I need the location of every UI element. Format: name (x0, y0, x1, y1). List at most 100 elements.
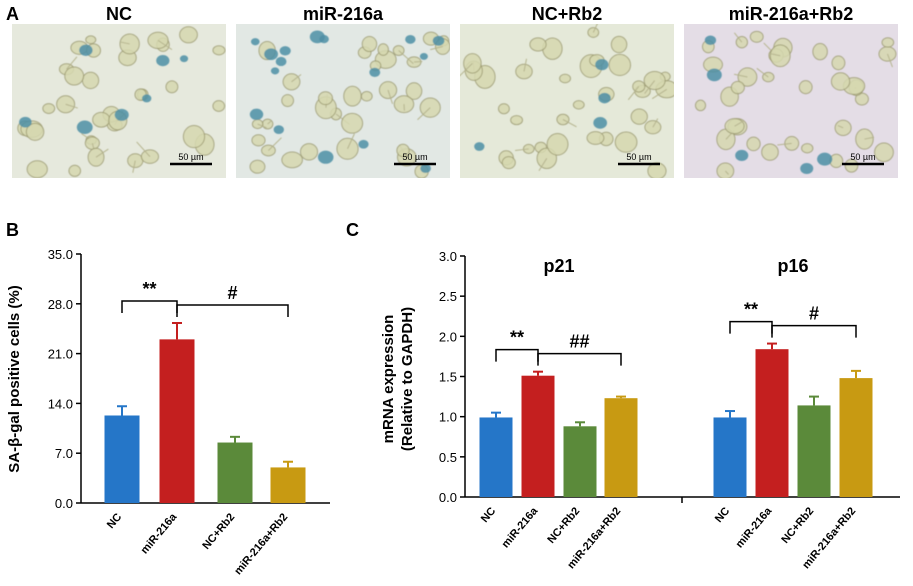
chart-c-p16-significance-bracket (771, 324, 857, 338)
stained-cell (76, 120, 93, 134)
chart-b-y-tick-label: 28.0 (48, 297, 73, 312)
cell (844, 158, 859, 173)
chart-b-category-label: miR-216a (139, 511, 180, 557)
cell (281, 151, 303, 169)
image-1-background (12, 24, 226, 178)
cell (249, 159, 266, 174)
cell-process (398, 50, 414, 65)
cell (801, 143, 814, 154)
cell (716, 162, 735, 178)
chart-c-y-tick-label: 3.0 (439, 249, 457, 264)
chart-c-p16-bar (713, 417, 747, 497)
chart-c-p16-significance-label: ** (744, 300, 758, 320)
cell (812, 43, 828, 61)
chart-c-p21-bar (521, 375, 555, 497)
cell-process (652, 118, 659, 128)
cell-process (887, 53, 893, 68)
chart-c-p21-category-label: NC (479, 505, 498, 525)
image-3: 50 µm (460, 24, 674, 178)
cell (586, 131, 605, 145)
image-2-scale-label: 50 µm (402, 152, 427, 162)
stained-cell (264, 48, 278, 61)
cell (830, 72, 851, 91)
chart-c-p21-category-label: miR-216a (500, 505, 541, 551)
cell (834, 119, 852, 136)
chart-b-category-label: NC (105, 511, 124, 531)
chart-c-p21-significance-label: ** (510, 328, 524, 348)
cell (497, 103, 510, 115)
stained-cell (474, 142, 485, 151)
chart-b-category-label: miR-216a+Rb2 (232, 511, 290, 577)
cell-process (627, 86, 640, 101)
chart-b-significance-label: ** (142, 279, 156, 299)
cell (405, 82, 423, 100)
chart-c-p21-significance-label: ## (569, 332, 589, 352)
cell-process (417, 107, 431, 121)
stained-cell (706, 68, 722, 82)
chart-c-y-tick-label: 2.0 (439, 329, 457, 344)
stained-cell (156, 54, 170, 67)
cell-process (132, 160, 136, 173)
chart-b-bar (217, 442, 253, 503)
chart-c-p16-significance-label: # (809, 304, 819, 324)
cell (360, 90, 373, 102)
cell (746, 136, 761, 152)
cell (572, 100, 585, 110)
panel-b-letter: B (6, 220, 19, 240)
cell (299, 143, 319, 161)
cell (85, 35, 97, 45)
image-3-title: NC+Rb2 (532, 4, 603, 24)
chart-c-p16-category-label: NC+Rb2 (779, 505, 816, 546)
stained-cell (79, 44, 93, 56)
stained-cell (309, 30, 325, 44)
panel-a: NC 50 µm miR-216a 50 µm NC+Rb2 50 µm miR-216a+… (12, 4, 898, 178)
cell (341, 112, 364, 134)
cell (212, 100, 226, 112)
image-2-title: miR-216a (303, 4, 384, 24)
chart-c-p21-category-label: NC+Rb2 (545, 505, 582, 546)
chart-c-y-tick-label: 2.5 (439, 289, 457, 304)
chart-c-ylabel: mRNA expression (380, 315, 397, 444)
chart-b-ylabel: SA-β-gal positive cells (%) (6, 285, 23, 473)
cell (632, 80, 646, 93)
cell (92, 111, 111, 128)
stained-cell (405, 34, 416, 44)
chart-b: 0.0 7.0 14.0 21.0 28.0 35.0 NC miR-216a NC+Rb2mi… (48, 247, 330, 577)
cell (647, 162, 667, 178)
cell-process (267, 120, 272, 125)
image-1-cells (17, 26, 226, 178)
cell-process (562, 119, 577, 128)
cell-process (864, 136, 875, 140)
cell-process (119, 41, 130, 45)
cell-process (724, 170, 729, 175)
cell-process (157, 39, 173, 51)
stained-cell (419, 52, 428, 60)
chart-c-y-tick-label: 1.5 (439, 370, 457, 385)
cell-process (538, 158, 548, 172)
chart-c-p21-bar (563, 426, 597, 497)
cell (84, 136, 100, 150)
chart-c-ylabel-2: (Relative to GAPDH) (399, 307, 416, 451)
cell (165, 80, 179, 94)
cell-process (777, 142, 792, 146)
chart-c-p16-title: p16 (777, 256, 808, 276)
stained-cell (800, 162, 814, 175)
cell (608, 53, 632, 77)
chart-c-p16-bar (839, 378, 873, 497)
cell (251, 134, 266, 147)
stained-cell (358, 139, 369, 149)
cell-process (430, 46, 443, 51)
cell (730, 80, 745, 95)
stained-cell (817, 152, 833, 166)
stained-cell (317, 150, 334, 164)
cell-process (414, 60, 423, 63)
cell (318, 91, 333, 106)
stained-cell (704, 35, 717, 46)
chart-c-p21-significance-bracket (495, 348, 539, 362)
image-3-cells (460, 24, 674, 178)
cell (396, 143, 410, 158)
cell (510, 115, 524, 126)
chart-b-bar (270, 467, 306, 503)
cell-process (651, 88, 668, 100)
